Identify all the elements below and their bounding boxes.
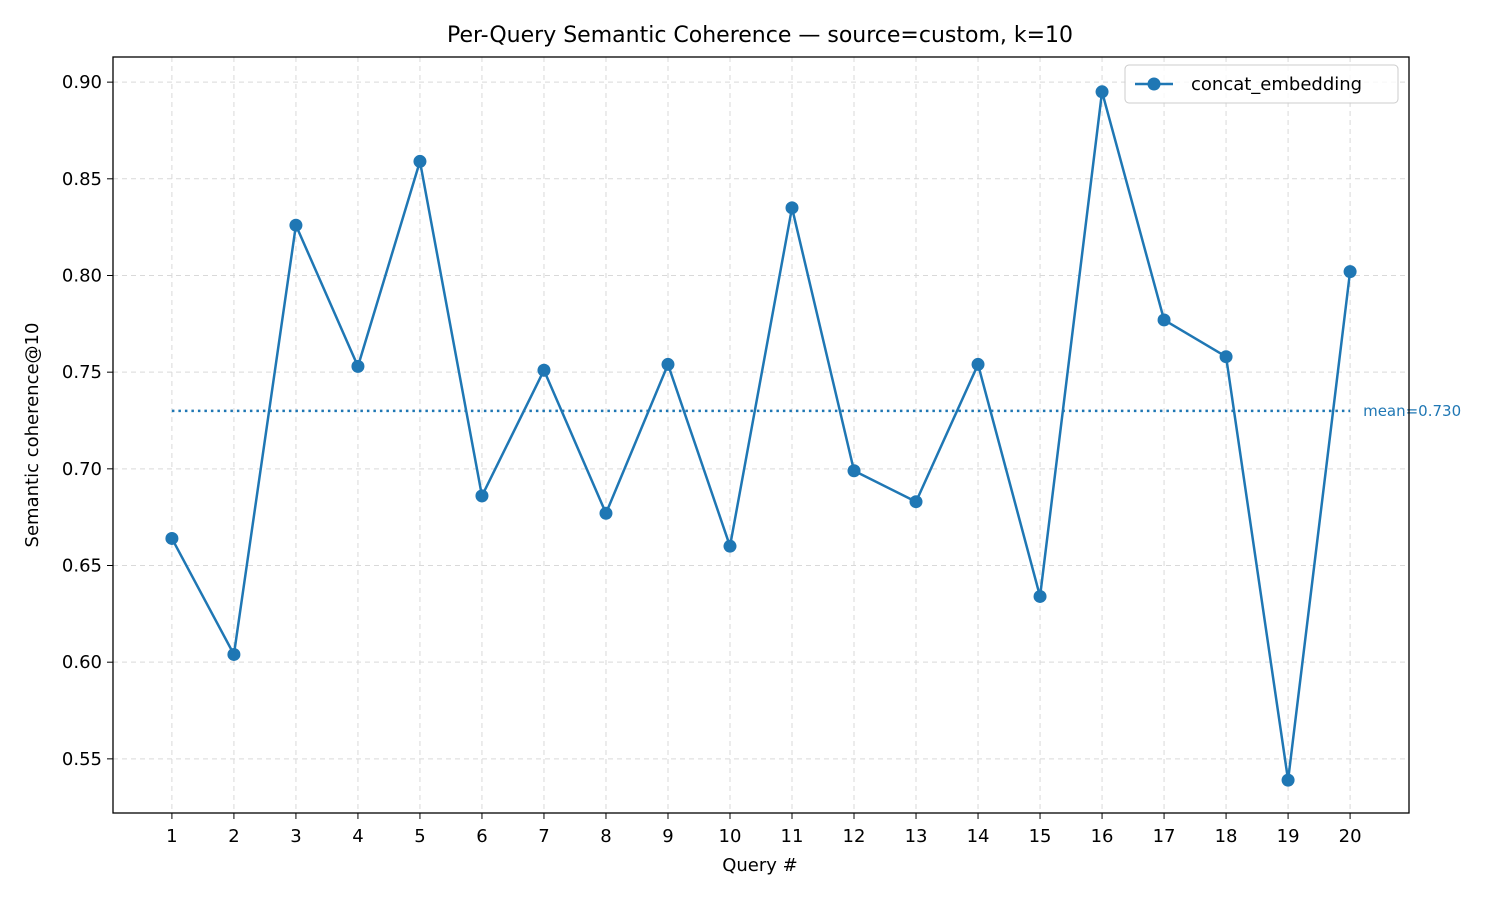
data-point	[475, 489, 489, 503]
data-point	[1343, 265, 1357, 279]
data-point	[1095, 85, 1109, 99]
x-tick-label: 2	[228, 826, 239, 847]
x-tick-label: 6	[476, 826, 487, 847]
mean-label: mean=0.730	[1363, 402, 1461, 420]
x-tick-label: 17	[1153, 826, 1176, 847]
x-tick-label: 12	[843, 826, 866, 847]
data-point	[661, 357, 675, 371]
x-axis-label: Query #	[722, 855, 798, 876]
data-point	[537, 363, 551, 377]
data-point	[351, 359, 365, 373]
data-point	[971, 357, 985, 371]
y-axis-ticks: 0.55 0.60 0.65 0.70 0.75 0.80 0.85 0.90	[62, 72, 113, 770]
y-tick-label: 0.80	[62, 265, 102, 286]
x-tick-label: 8	[600, 826, 611, 847]
data-point	[227, 647, 241, 661]
data-point	[1281, 773, 1295, 787]
legend-marker-swatch	[1147, 77, 1161, 91]
x-tick-label: 16	[1091, 826, 1114, 847]
data-point	[1157, 313, 1171, 327]
data-point	[723, 539, 737, 553]
x-tick-label: 3	[290, 826, 301, 847]
y-tick-label: 0.60	[62, 652, 102, 673]
x-tick-label: 11	[781, 826, 804, 847]
data-point	[1033, 589, 1047, 603]
y-tick-label: 0.65	[62, 556, 102, 577]
x-tick-label: 19	[1277, 826, 1300, 847]
x-tick-label: 13	[905, 826, 928, 847]
legend-box	[1124, 64, 1399, 104]
x-tick-label: 18	[1215, 826, 1238, 847]
data-point	[289, 218, 303, 232]
y-tick-label: 0.70	[62, 459, 102, 480]
y-tick-label: 0.90	[62, 72, 102, 93]
grid-lines	[113, 57, 1409, 813]
x-tick-label: 5	[414, 826, 425, 847]
x-tick-label: 4	[352, 826, 363, 847]
x-tick-label: 20	[1339, 826, 1362, 847]
y-axis-label: Semantic coherence@10	[22, 323, 43, 548]
series-group	[165, 85, 1357, 787]
legend-entry-concat-embedding: concat_embedding	[1191, 74, 1362, 95]
mean-line-group: mean=0.730	[171, 402, 1461, 420]
legend: concat_embedding	[1124, 64, 1399, 104]
x-tick-label: 1	[166, 826, 177, 847]
series-line-concat-embedding	[170, 90, 1352, 782]
y-tick-label: 0.85	[62, 169, 102, 190]
x-tick-label: 10	[719, 826, 742, 847]
chart-title: Per-Query Semantic Coherence — source=cu…	[447, 23, 1073, 48]
x-tick-label: 7	[538, 826, 549, 847]
data-point	[599, 506, 613, 520]
y-tick-label: 0.55	[62, 749, 102, 770]
data-point	[165, 531, 179, 545]
y-tick-label: 0.75	[62, 362, 102, 383]
data-point	[413, 154, 427, 168]
plot-area-frame	[112, 56, 1410, 814]
data-point	[847, 464, 861, 478]
data-point	[785, 201, 799, 215]
data-point	[909, 495, 923, 509]
x-tick-label: 14	[967, 826, 990, 847]
x-tick-label: 15	[1029, 826, 1052, 847]
data-point	[1219, 350, 1233, 364]
x-axis-ticks: 1 2 3 4 5 6 7 8 9 10 11 12 13 14 15 16 17 18 19 20	[166, 813, 1362, 847]
x-tick-label: 9	[662, 826, 673, 847]
